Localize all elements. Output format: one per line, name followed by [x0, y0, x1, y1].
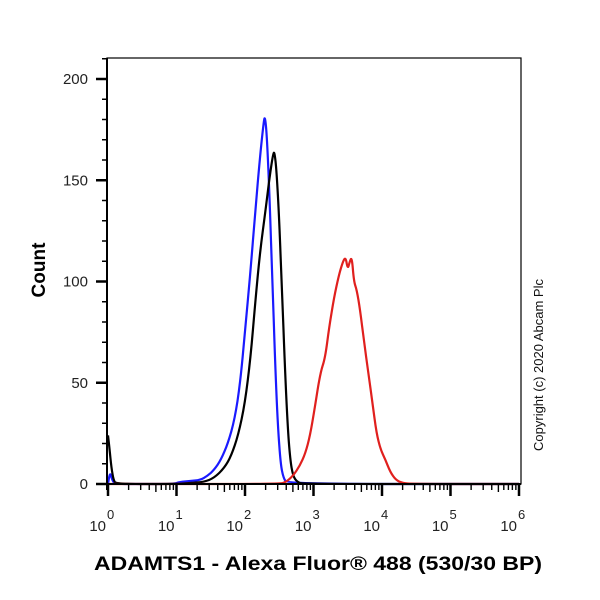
x-tick-label: 106 — [500, 507, 525, 535]
svg-text:10: 10 — [226, 518, 243, 535]
x-tick-label: 102 — [226, 507, 251, 535]
y-tick-label: 50 — [71, 375, 88, 392]
x-tick-label: 100 — [89, 507, 114, 535]
svg-text:10: 10 — [89, 518, 106, 535]
y-tick-label: 200 — [63, 71, 88, 88]
plot-frame — [106, 57, 522, 485]
x-tick-label: 104 — [363, 507, 388, 535]
y-axis-title: Count — [29, 242, 50, 298]
x-tick-label: 101 — [158, 507, 183, 535]
svg-text:10: 10 — [500, 518, 517, 535]
svg-text:10: 10 — [363, 518, 380, 535]
x-axis-title: ADAMTS1 - Alexa Fluor® 488 (530/30 BP) — [94, 554, 542, 575]
svg-text:3: 3 — [313, 507, 320, 522]
series-adamts1-antibody — [107, 257, 519, 486]
svg-text:5: 5 — [450, 507, 457, 522]
y-tick-label: 100 — [63, 274, 88, 291]
x-tick-label: 103 — [295, 507, 320, 535]
series-unstained-control — [106, 117, 519, 486]
svg-text:10: 10 — [158, 518, 175, 535]
svg-text:4: 4 — [381, 507, 388, 522]
copyright-notice: Copyright (c) 2020 Abcam Plc — [531, 279, 546, 451]
y-axis-ticks: 0 50 100 150 200 — [63, 58, 107, 493]
histogram-curves — [106, 117, 519, 486]
svg-text:10: 10 — [295, 518, 312, 535]
series-isotype-control — [106, 151, 519, 486]
svg-text:2: 2 — [244, 507, 251, 522]
y-tick-label: 150 — [63, 172, 88, 189]
svg-text:6: 6 — [518, 507, 525, 522]
y-tick-label: 0 — [80, 476, 88, 493]
svg-text:1: 1 — [176, 507, 183, 522]
x-tick-label: 105 — [432, 507, 457, 535]
svg-text:10: 10 — [432, 518, 449, 535]
svg-text:0: 0 — [107, 507, 114, 522]
